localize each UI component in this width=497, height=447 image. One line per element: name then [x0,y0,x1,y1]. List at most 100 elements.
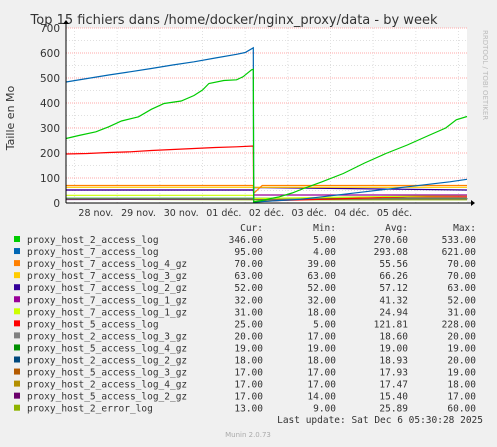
legend-value: 18.00 [307,356,336,367]
legend-value: 346.00 [229,235,264,246]
legend-value: 39.00 [307,259,336,270]
legend-name: proxy_host_2_error_log [27,404,153,415]
legend-value: 17.00 [307,368,336,379]
legend-value: 25.00 [234,319,263,330]
legend-value: 41.32 [379,295,408,306]
legend-value: 14.00 [307,392,336,403]
legend-value: 17.00 [234,392,263,403]
legend-swatch [14,296,20,302]
legend-name: proxy_host_2_access_log_4_gz [27,380,187,391]
legend-value: 17.93 [379,368,408,379]
y-axis-label: Taille en Mo [4,85,17,151]
x-tick-label: 02 déc. [249,208,284,219]
legend-swatch [14,369,20,375]
legend-value: 63.00 [447,283,476,294]
legend-swatch [14,357,20,363]
legend-swatch [14,272,20,278]
legend-value: 5.00 [313,319,336,330]
y-tick-label: 0 [53,198,60,210]
legend-swatch [14,332,20,338]
legend-header: Min: [313,223,336,234]
legend-value: 32.00 [307,295,336,306]
legend-name: proxy_host_7_access_log_3_gz [27,271,187,282]
legend-value: 70.00 [447,271,476,282]
legend-swatch [14,344,20,350]
y-tick-label: 100 [40,173,60,185]
y-tick-label: 500 [40,73,60,85]
legend-swatch [14,308,20,314]
legend-name: proxy_host_7_access_log [27,247,159,258]
legend-value: 621.00 [442,247,477,258]
legend-value: 52.00 [307,283,336,294]
legend-value: 95.00 [234,247,263,258]
legend-swatch [14,284,20,290]
legend-value: 52.00 [234,283,263,294]
legend-value: 19.00 [447,343,476,354]
legend-value: 32.00 [234,295,263,306]
legend-value: 57.12 [379,283,408,294]
legend-value: 18.60 [379,331,408,342]
legend-value: 70.00 [447,259,476,270]
rrdtool-watermark: RRDTOOL / TOBI OETIKER [481,30,489,120]
legend-name: proxy_host_2_access_log_2_gz [27,356,187,367]
legend-value: 270.60 [374,235,409,246]
x-tick-label: 29 nov. [121,208,156,219]
x-tick-label: 01 déc. [206,208,241,219]
legend-value: 17.00 [234,380,263,391]
y-tick-label: 200 [40,148,60,160]
x-tick-label: 05 déc. [377,208,412,219]
legend-value: 18.93 [379,356,408,367]
legend-name: proxy_host_2_access_log [27,235,159,246]
y-tick-label: 300 [40,123,60,135]
legend-value: 63.00 [307,271,336,282]
x-tick-label: 30 nov. [164,208,199,219]
legend-name: proxy_host_7_access_log_4_gz [27,259,187,270]
legend-header: Avg: [385,223,408,234]
legend-name: proxy_host_5_access_log_2_gz [27,392,187,403]
legend-name: proxy_host_5_access_log_4_gz [27,343,187,354]
legend-value: 70.00 [234,259,263,270]
legend-value: 293.08 [374,247,409,258]
legend-value: 19.00 [379,343,408,354]
legend-value: 5.00 [313,235,336,246]
legend-header: Max: [453,223,476,234]
chart-title: Top 15 fichiers dans /home/docker/nginx_… [30,13,438,28]
legend-value: 15.40 [379,392,408,403]
legend-value: 9.00 [313,404,336,415]
legend-name: proxy_host_2_access_log_3_gz [27,331,187,342]
legend-value: 31.00 [447,307,476,318]
legend-value: 18.00 [234,356,263,367]
legend-value: 20.00 [447,331,476,342]
legend-value: 18.00 [307,307,336,318]
legend-value: 4.00 [313,247,336,258]
legend-value: 17.00 [307,380,336,391]
legend-value: 55.56 [379,259,408,270]
legend-value: 52.00 [447,295,476,306]
legend-header: Cur: [240,223,263,234]
y-tick-label: 700 [40,23,60,35]
legend-value: 17.00 [447,392,476,403]
legend-swatch [14,260,20,266]
legend-value: 66.26 [379,271,408,282]
legend-value: 20.00 [447,356,476,367]
legend-name: proxy_host_7_access_log_1_gz [27,307,187,318]
x-tick-label: 28 nov. [78,208,113,219]
legend-value: 228.00 [442,319,477,330]
legend-value: 121.81 [374,319,409,330]
legend-value: 533.00 [442,235,477,246]
legend-value: 24.94 [379,307,408,318]
legend-swatch [14,405,20,411]
legend-value: 17.47 [379,380,408,391]
legend-value: 18.00 [447,380,476,391]
legend-value: 60.00 [447,404,476,415]
legend-value: 19.00 [307,343,336,354]
x-tick-label: 04 déc. [334,208,369,219]
legend-value: 19.00 [447,368,476,379]
legend-swatch [14,393,20,399]
legend-value: 20.00 [234,331,263,342]
legend-value: 13.00 [234,404,263,415]
y-tick-label: 400 [40,98,60,110]
